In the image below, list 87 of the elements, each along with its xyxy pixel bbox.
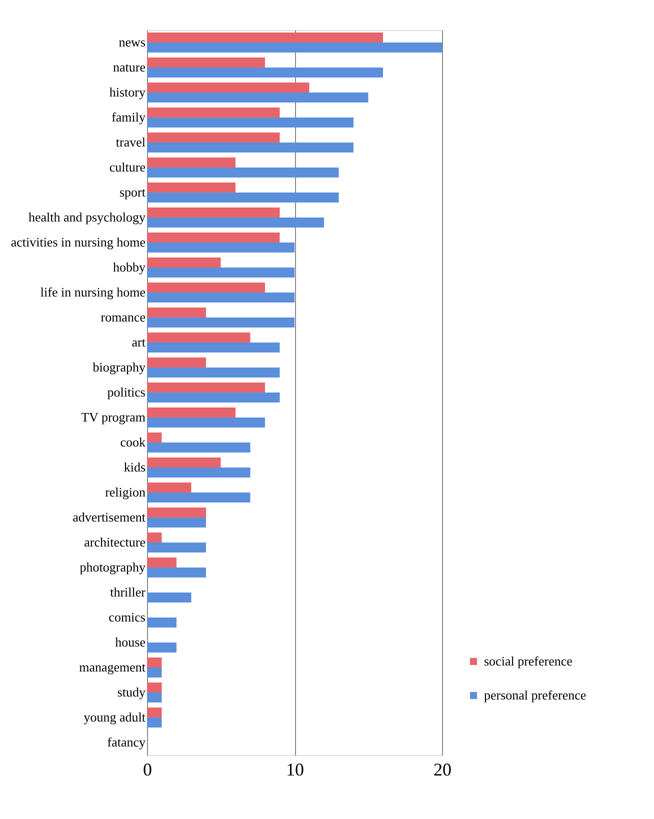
bar	[147, 432, 162, 442]
x-tick-label: 10	[286, 760, 304, 780]
bar	[147, 92, 368, 102]
bar	[147, 692, 162, 702]
bar	[147, 382, 265, 392]
y-tick-label: life in nursing home	[40, 284, 146, 300]
y-tick-label: management	[79, 660, 146, 674]
bar	[147, 158, 236, 168]
bar	[147, 332, 250, 342]
bar	[147, 408, 236, 418]
legend-label: social preference	[484, 654, 573, 668]
bar	[147, 192, 339, 202]
bar	[147, 342, 280, 352]
y-tick-label: kids	[124, 460, 146, 474]
bar	[147, 658, 162, 668]
bar	[147, 518, 206, 528]
bar	[147, 218, 324, 228]
bar	[147, 392, 280, 402]
y-tick-label: architecture	[84, 534, 146, 550]
bar	[147, 468, 250, 478]
y-tick-label: cook	[120, 434, 146, 450]
y-tick-label: history	[109, 84, 146, 100]
y-tick-label: romance	[100, 310, 146, 324]
y-tick-label: comics	[108, 610, 146, 624]
bar	[147, 708, 162, 718]
y-tick-label: politics	[107, 384, 146, 400]
x-tick-label: 0	[143, 760, 152, 780]
y-tick-label: nature	[113, 60, 146, 74]
bar	[147, 532, 162, 542]
y-tick-label: thriller	[110, 584, 146, 600]
y-tick-label: TV program	[81, 410, 146, 424]
bar	[147, 42, 442, 52]
bar	[147, 282, 265, 292]
y-tick-label: art	[132, 334, 146, 350]
bar	[147, 568, 206, 578]
y-tick-label: hobby	[113, 260, 146, 274]
y-tick-label: religion	[105, 484, 146, 500]
bar	[147, 592, 192, 602]
bar	[147, 442, 250, 452]
y-tick-label: young adult	[84, 710, 146, 724]
bar	[147, 482, 192, 492]
bar	[147, 182, 236, 192]
bar	[147, 682, 162, 692]
bar	[147, 508, 206, 518]
bar	[147, 358, 206, 368]
bar	[147, 232, 280, 242]
y-tick-label: study	[117, 684, 146, 700]
y-tick-label: photography	[80, 560, 146, 574]
bar	[147, 318, 294, 328]
y-tick-label: biography	[92, 360, 146, 374]
bar	[147, 308, 206, 318]
y-tick-label: health and psychology	[28, 210, 146, 224]
y-tick-label: family	[112, 110, 146, 124]
bar	[147, 208, 280, 218]
bar	[147, 558, 176, 568]
bar	[147, 492, 250, 502]
bar	[147, 168, 339, 178]
bar	[147, 82, 310, 92]
bar	[147, 68, 383, 78]
bar	[147, 542, 206, 552]
bar	[147, 258, 221, 268]
bar	[147, 418, 265, 428]
bar	[147, 242, 294, 252]
bar	[147, 718, 162, 728]
y-tick-label: house	[115, 634, 146, 650]
bar	[147, 132, 280, 142]
y-tick-label: news	[118, 34, 146, 50]
bar	[147, 118, 354, 128]
bar	[147, 32, 383, 42]
y-tick-label: activities in nursing home	[10, 234, 146, 250]
bar	[147, 292, 294, 302]
y-tick-label: travel	[116, 134, 146, 150]
bar	[147, 618, 176, 628]
bar	[147, 268, 294, 278]
bar	[147, 642, 176, 652]
y-tick-label: sport	[120, 184, 146, 200]
bar	[147, 368, 280, 378]
legend-label: personal preference	[484, 688, 586, 702]
bar	[147, 458, 221, 468]
y-tick-label: culture	[109, 160, 146, 174]
y-tick-label: advertisement	[72, 510, 146, 524]
bar	[147, 58, 265, 68]
bar	[147, 108, 280, 118]
bar	[147, 142, 354, 152]
x-tick-label: 20	[434, 760, 452, 780]
y-tick-label: fatancy	[107, 734, 146, 750]
bar	[147, 668, 162, 678]
